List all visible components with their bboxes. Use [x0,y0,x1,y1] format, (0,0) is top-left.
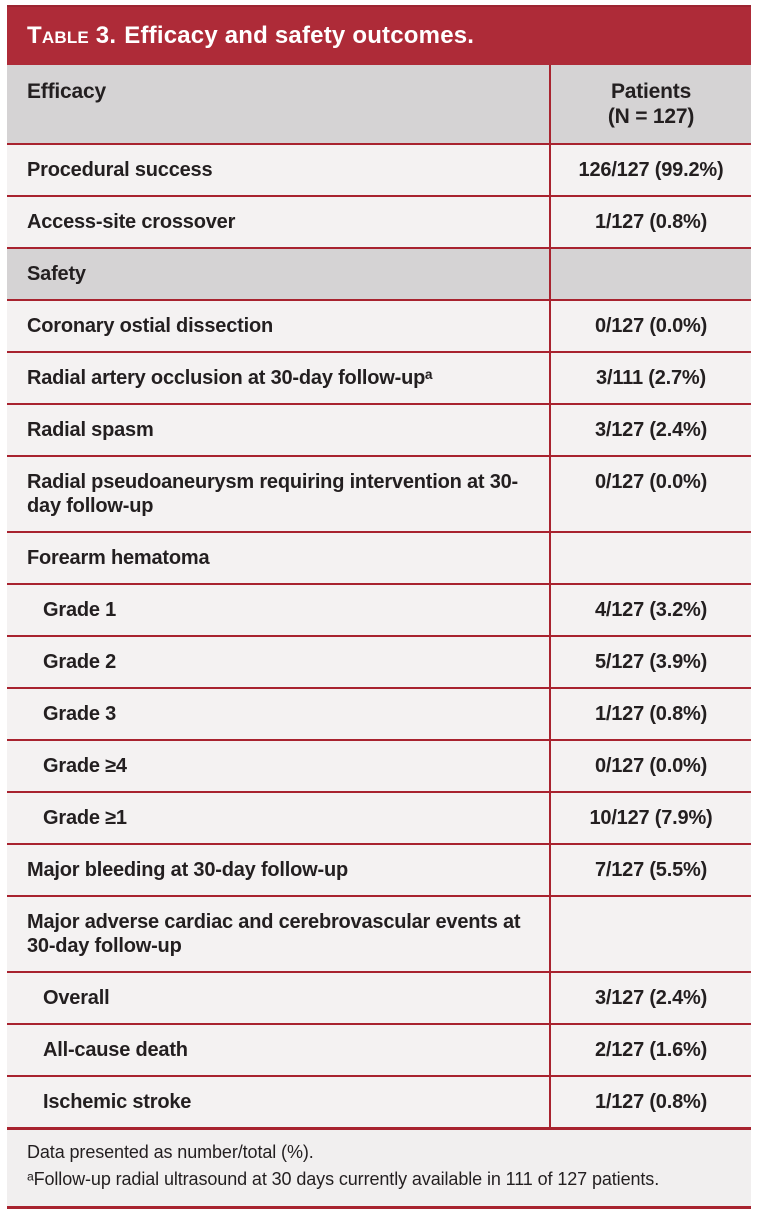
row-label: Radial artery occlusion at 30-day follow… [7,351,550,404]
table-title: Efficacy and safety outcomes. [124,22,475,49]
row-label: Procedural success [7,143,550,196]
footnote-data-format: Data presented as number/total (%). [27,1142,314,1162]
table-footnotes: Data presented as number/total (%). ᵃFol… [7,1127,751,1209]
row-value-empty [549,895,751,972]
section-row-safety: Safety [7,247,751,300]
column-header-patients: Patients (N = 127) [549,65,751,144]
table-row: Procedural success 126/127 (99.2%) [7,143,751,196]
row-value-empty [549,531,751,584]
table-subrow: Grade ≥4 0/127 (0.0%) [7,739,751,792]
row-label: Forearm hematoma [7,531,550,584]
subrow-label: Grade 2 [7,635,550,688]
subrow-value: 1/127 (0.8%) [549,1075,751,1127]
table-subrow: Grade 3 1/127 (0.8%) [7,687,751,740]
subrow-value: 1/127 (0.8%) [549,687,751,740]
table-subrow: Grade 2 5/127 (3.9%) [7,635,751,688]
subrow-value: 0/127 (0.0%) [549,739,751,792]
row-value: 3/111 (2.7%) [549,351,751,404]
table-row: Radial spasm 3/127 (2.4%) [7,403,751,456]
table-row: Radial pseudoaneurysm requiring interven… [7,455,751,532]
subrow-label: Grade ≥1 [7,791,550,844]
subrow-label: All-cause death [7,1023,550,1076]
table-subrow: Grade ≥1 10/127 (7.9%) [7,791,751,844]
row-label: Major bleeding at 30-day follow-up [7,843,550,896]
subrow-label: Grade 1 [7,583,550,636]
row-label: Radial pseudoaneurysm requiring interven… [7,455,550,532]
table-row: Access-site crossover 1/127 (0.8%) [7,195,751,248]
row-value: 126/127 (99.2%) [549,143,751,196]
subrow-value: 3/127 (2.4%) [549,971,751,1024]
subrow-value: 5/127 (3.9%) [549,635,751,688]
row-value: 1/127 (0.8%) [549,195,751,248]
footnote-a: ᵃFollow-up radial ultrasound at 30 days … [27,1169,660,1189]
table-row-group-macce: Major adverse cardiac and cerebrovascula… [7,895,751,972]
row-label: Major adverse cardiac and cerebrovascula… [7,895,550,972]
subrow-label: Ischemic stroke [7,1075,550,1127]
table-subrow: Ischemic stroke 1/127 (0.8%) [7,1075,751,1127]
patients-header-line2: (N = 127) [607,105,695,128]
table-row-group-forearm-hematoma: Forearm hematoma [7,531,751,584]
patients-header-line1: Patients [610,80,692,103]
table-header-row: Efficacy Patients (N = 127) [7,65,751,144]
table-subrow: All-cause death 2/127 (1.6%) [7,1023,751,1076]
row-value: 0/127 (0.0%) [549,299,751,352]
subrow-label: Grade 3 [7,687,550,740]
row-value: 3/127 (2.4%) [549,403,751,456]
row-label: Access-site crossover [7,195,550,248]
outcomes-table: Efficacy Patients (N = 127) Procedural s… [7,65,751,1127]
section-value-empty [549,247,751,300]
column-header-efficacy: Efficacy [7,65,550,144]
table-number: Table 3. [27,22,117,49]
table-row: Coronary ostial dissection 0/127 (0.0%) [7,299,751,352]
row-value: 7/127 (5.5%) [549,843,751,896]
table-row: Major bleeding at 30-day follow-up 7/127… [7,843,751,896]
row-label: Coronary ostial dissection [7,299,550,352]
subrow-value: 4/127 (3.2%) [549,583,751,636]
subrow-label: Grade ≥4 [7,739,550,792]
subrow-value: 2/127 (1.6%) [549,1023,751,1076]
subrow-label: Overall [7,971,550,1024]
table-row: Radial artery occlusion at 30-day follow… [7,351,751,404]
table-title-bar: Table 3. Efficacy and safety outcomes. [7,5,751,65]
row-label: Radial spasm [7,403,550,456]
row-value: 0/127 (0.0%) [549,455,751,532]
section-label: Safety [7,247,550,300]
subrow-value: 10/127 (7.9%) [549,791,751,844]
table-subrow: Overall 3/127 (2.4%) [7,971,751,1024]
table-subrow: Grade 1 4/127 (3.2%) [7,583,751,636]
